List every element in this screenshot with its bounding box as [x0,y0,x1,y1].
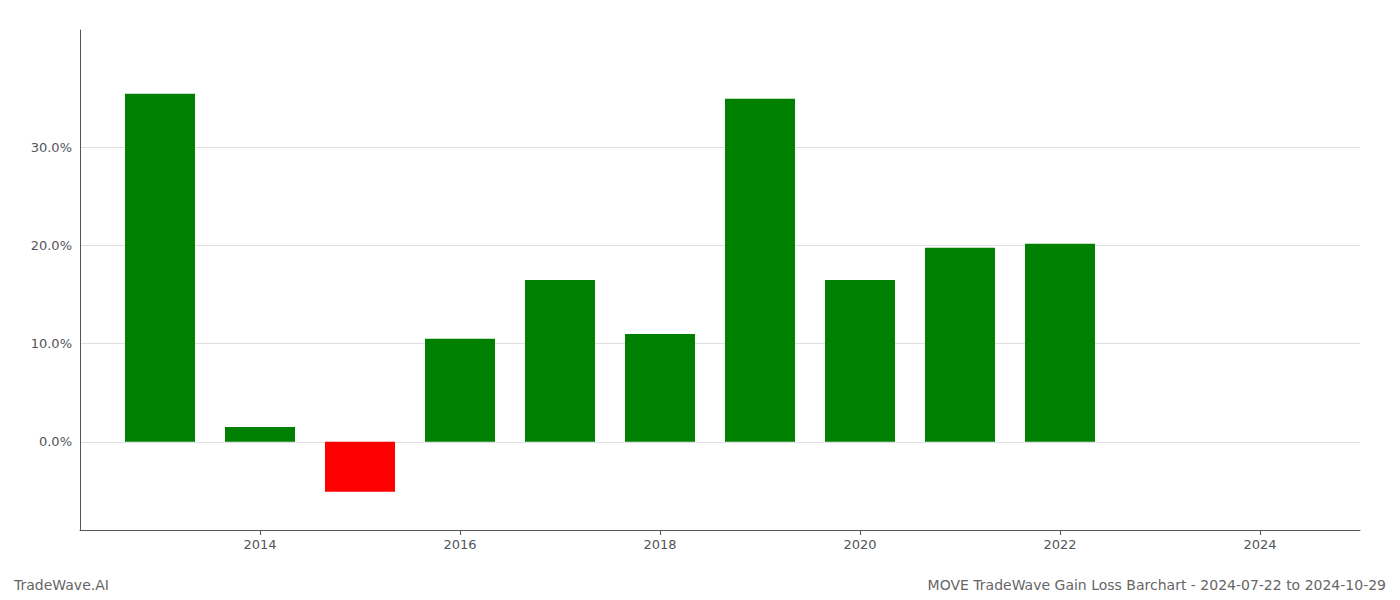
svg-text:2016: 2016 [443,537,476,552]
svg-text:2022: 2022 [1043,537,1076,552]
svg-text:2024: 2024 [1243,537,1276,552]
svg-text:2020: 2020 [843,537,876,552]
svg-text:TradeWave.AI: TradeWave.AI [13,577,109,593]
svg-text:20.0%: 20.0% [31,238,72,253]
svg-text:2014: 2014 [243,537,276,552]
svg-text:0.0%: 0.0% [39,434,72,449]
svg-text:10.0%: 10.0% [31,336,72,351]
svg-text:2018: 2018 [643,537,676,552]
svg-text:MOVE TradeWave Gain Loss Barch: MOVE TradeWave Gain Loss Barchart - 2024… [928,577,1386,593]
svg-text:30.0%: 30.0% [31,140,72,155]
